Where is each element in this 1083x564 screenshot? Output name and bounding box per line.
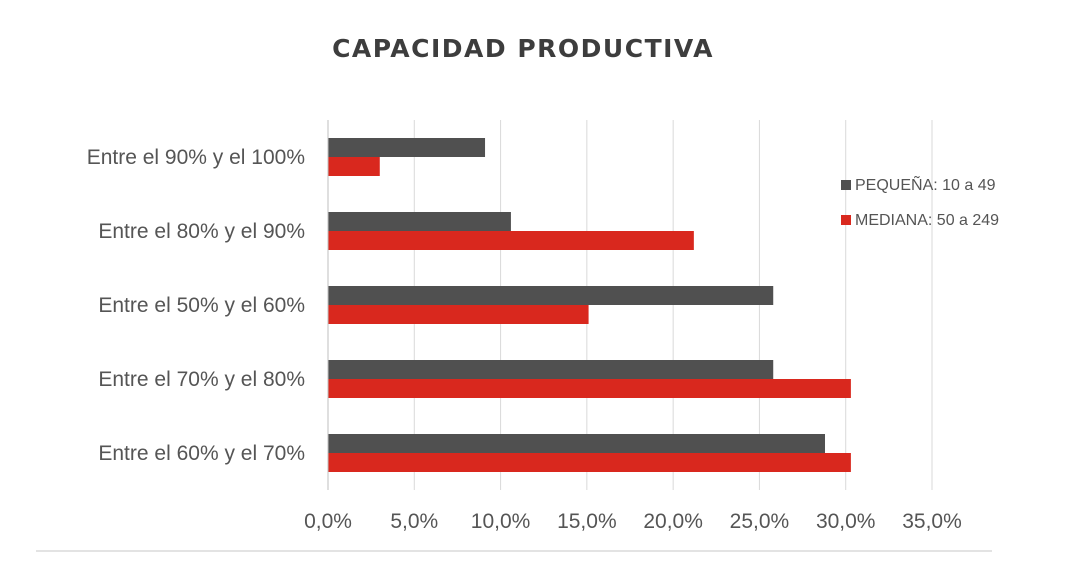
legend-swatch: [841, 215, 851, 225]
footer-divider: [36, 550, 992, 552]
chart-title: CAPACIDAD PRODUCTIVA: [332, 34, 714, 63]
x-tick-label: 20,0%: [643, 510, 703, 533]
x-tick-label: 10,0%: [471, 510, 531, 533]
category-label: Entre el 90% y el 100%: [87, 146, 305, 169]
bar: [328, 453, 851, 472]
legend: PEQUEÑA: 10 a 49 MEDIANA: 50 a 249: [841, 174, 999, 229]
x-tick-label: 30,0%: [816, 510, 876, 533]
category-label: Entre el 60% y el 70%: [98, 442, 305, 465]
category-label: Entre el 50% y el 60%: [98, 294, 305, 317]
category-label: Entre el 80% y el 90%: [98, 220, 305, 243]
legend-swatch: [841, 180, 851, 190]
legend-label: PEQUEÑA: 10 a 49: [855, 174, 996, 194]
x-tick-label: 0,0%: [304, 510, 352, 533]
bar: [328, 157, 380, 176]
bar: [328, 286, 774, 305]
bar: [328, 138, 486, 157]
bar: [328, 305, 589, 324]
legend-label: MEDIANA: 50 a 249: [855, 212, 999, 229]
category-label: Entre el 70% y el 80%: [98, 368, 305, 391]
category-labels: Entre el 90% y el 100% Entre el 80% y el …: [87, 146, 305, 465]
bar: [328, 434, 826, 453]
bar: [328, 379, 851, 398]
x-axis: 0,0% 5,0% 10,0% 15,0% 20,0% 25,0% 30,0% 35,0%: [304, 120, 962, 533]
x-tick-label: 35,0%: [902, 510, 962, 533]
x-tick-label: 25,0%: [730, 510, 790, 533]
bars: [328, 138, 851, 472]
x-tick-label: 15,0%: [557, 510, 617, 533]
bar: [328, 212, 511, 231]
bar: [328, 231, 694, 250]
bar: [328, 360, 774, 379]
x-tick-label: 5,0%: [390, 510, 438, 533]
